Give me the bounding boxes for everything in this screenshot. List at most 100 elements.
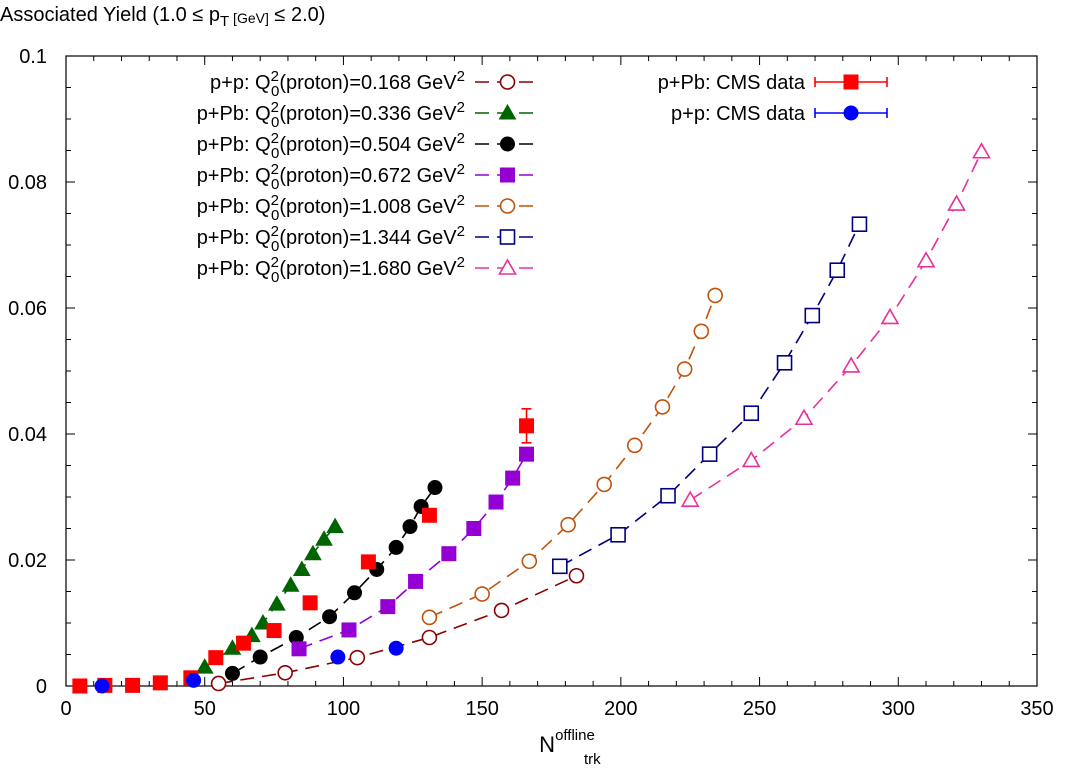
legend-label: p+Pb: Q2 0(proton)=0.504 GeV2 (197, 130, 465, 162)
legend-marker (499, 229, 516, 245)
legend-marker (500, 167, 515, 183)
x-tick-label: 250 (743, 698, 776, 720)
x-tick-label: 50 (194, 698, 216, 720)
data-point (267, 595, 286, 611)
data-point (291, 641, 307, 657)
legend-marker (843, 74, 859, 90)
data-point (880, 307, 900, 325)
data-point (421, 609, 438, 626)
data-point (315, 530, 333, 546)
data-point (776, 355, 793, 371)
data-point (195, 658, 214, 674)
data-point (186, 672, 202, 688)
series-ppb-cms (72, 407, 535, 694)
legend-label: p+Pb: CMS data (658, 72, 806, 94)
data-point (693, 323, 710, 340)
data-point (488, 494, 504, 510)
data-point (72, 678, 88, 694)
data-point (947, 194, 966, 211)
plot-axes: 0 50 100 150 200 250 300 350 0 0.02 0.04 0.06 0.08 0.… (8, 46, 1054, 720)
data-point (829, 262, 846, 279)
legend-label: p+Pb: Q2 0(proton)=1.008 GeV2 (197, 192, 465, 224)
data-point (349, 649, 366, 666)
data-point (388, 640, 404, 656)
data-point (552, 558, 568, 575)
data-point (292, 560, 311, 576)
data-point (380, 599, 396, 615)
data-point (281, 576, 300, 592)
data-point (388, 539, 404, 555)
legend-item-ppb-0672: p+Pb: Q2 0(proton)=0.672 GeV2 (197, 161, 540, 193)
y-tick-label: 0 (36, 676, 47, 698)
data-point (972, 142, 991, 159)
y-tick-label: 0.1 (19, 46, 47, 68)
chart-title: Associated Yield (1.0 ≤ pT [GeV] ≤ 2.0) (0, 4, 325, 30)
data-point (741, 450, 761, 468)
data-point (236, 635, 252, 651)
data-point (421, 629, 438, 646)
legend-item-ppb-0336: p+Pb: Q2 0(proton)=0.336 GeV2 (197, 99, 540, 131)
data-point (680, 490, 700, 507)
data-point (94, 678, 110, 694)
data-point (252, 649, 268, 665)
x-tick-label: 350 (1020, 698, 1053, 720)
data-point (341, 622, 357, 638)
x-tick-label: 0 (60, 698, 71, 720)
data-point (743, 405, 760, 422)
x-axis-label: Noffline (539, 727, 595, 757)
series-ppb-0672 (291, 446, 535, 657)
plot-area (72, 142, 991, 694)
data-point (560, 516, 576, 533)
y-tick-label: 0.02 (8, 550, 47, 572)
data-point (519, 418, 535, 434)
y-tick-label: 0.06 (8, 298, 47, 320)
data-point (505, 470, 521, 486)
legend-item-ppb-1008: p+Pb: Q2 0(proton)=1.008 GeV2 (197, 192, 540, 224)
series-line-ppb-1008 (429, 295, 716, 619)
data-point (224, 665, 240, 681)
legend-item-ppb-cms: p+Pb: CMS data (658, 72, 888, 94)
data-point (654, 399, 671, 415)
legend-marker (499, 74, 516, 90)
legend-label: p+Pb: Q2 0(proton)=0.336 GeV2 (197, 99, 465, 131)
series-ppb-1008 (421, 287, 723, 626)
x-tick-label: 200 (604, 698, 637, 720)
data-point (626, 437, 643, 454)
legend-label: p+p: CMS data (671, 103, 806, 125)
x-tick-label: 150 (465, 698, 498, 720)
data-point (916, 251, 936, 268)
legend-label: p+p: Q2 0(proton)=0.168 GeV2 (210, 68, 465, 100)
data-point (304, 544, 322, 561)
data-point (330, 649, 346, 665)
legend-item-pp-0168: p+p: Q2 0(proton)=0.168 GeV2 (210, 68, 540, 100)
data-point (208, 650, 224, 666)
legend-item-ppb-0504: p+Pb: Q2 0(proton)=0.504 GeV2 (197, 130, 540, 162)
data-point (421, 507, 437, 523)
series-line-ppb-1344 (559, 223, 861, 568)
data-point (519, 446, 535, 462)
legend-label: p+Pb: Q2 0(proton)=0.672 GeV2 (197, 161, 465, 193)
legend-label: p+Pb: Q2 0(proton)=1.344 GeV2 (197, 223, 465, 255)
data-point (660, 487, 676, 504)
data-point (266, 623, 282, 639)
legend-marker (843, 105, 859, 121)
data-point (466, 521, 482, 536)
data-point (610, 526, 626, 543)
legend-marker (498, 258, 517, 275)
data-point (360, 554, 376, 570)
data-point (596, 476, 613, 493)
x-axis-label-subscript: trk (584, 751, 601, 768)
data-point (701, 446, 718, 462)
y-tick-label: 0.04 (8, 424, 47, 446)
series-line-ppb-0504 (232, 487, 436, 675)
data-point (347, 585, 363, 601)
data-point (841, 356, 861, 373)
series-ppb-0336 (195, 517, 344, 674)
data-point (408, 573, 424, 589)
data-point (493, 602, 510, 619)
data-point (568, 567, 585, 584)
data-point (441, 546, 457, 562)
data-point (474, 586, 490, 602)
